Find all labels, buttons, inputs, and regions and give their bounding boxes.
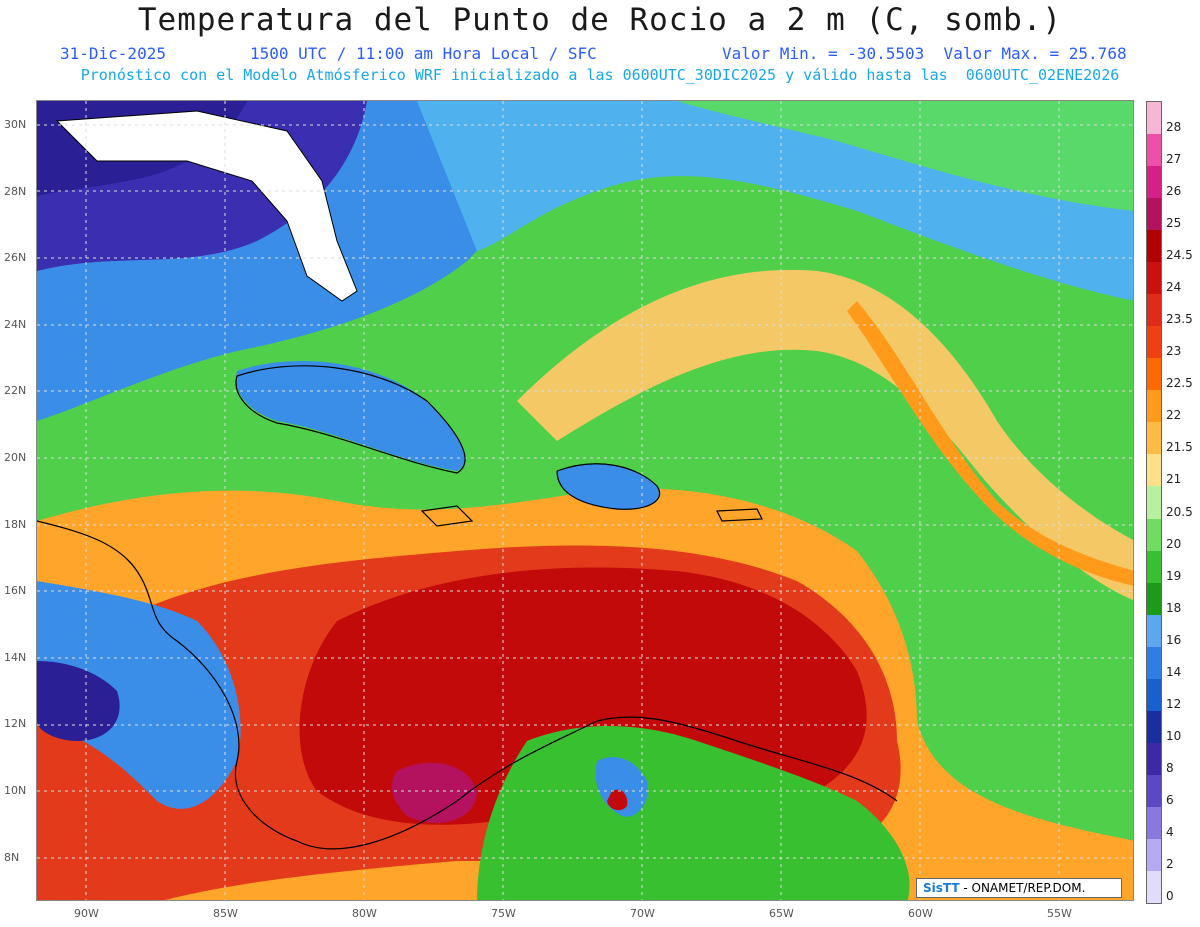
colorbar-label: 21	[1166, 472, 1182, 487]
colorbar-segment	[1147, 486, 1161, 519]
colorbar-label: 19	[1166, 568, 1182, 583]
colorbar-segment	[1147, 710, 1161, 744]
lat-label: 30N	[4, 118, 27, 131]
lat-label: 8N	[4, 850, 20, 864]
colorbar-segment	[1147, 454, 1161, 487]
lat-label: 26N	[4, 251, 27, 265]
lon-label: 65W	[769, 907, 794, 920]
lat-label: 14N	[4, 650, 27, 664]
colorbar-segment	[1147, 838, 1161, 872]
colorbar-label: 14	[1166, 664, 1182, 679]
colorbar-label: 12	[1166, 696, 1182, 711]
colorbar-segment	[1147, 134, 1161, 167]
min-max-values: Valor Min. = -30.5503 Valor Max. = 25.76…	[722, 44, 1127, 63]
colorbar-segment	[1147, 230, 1161, 263]
credit-box: SisTT - ONAMET/REP.DOM.	[916, 878, 1122, 898]
colorbar-segment	[1147, 326, 1161, 359]
colorbar-segment	[1147, 166, 1161, 199]
colorbar-label: 25	[1166, 216, 1182, 231]
model-info-line: Pronóstico con el Modelo Atmósferico WRF…	[80, 66, 1120, 84]
colorbar-label: 21.5	[1166, 440, 1193, 455]
lon-label: 55W	[1047, 907, 1072, 920]
colorbar-segment	[1147, 390, 1161, 423]
lon-label: 70W	[630, 907, 655, 920]
colorbar-label: 18	[1166, 600, 1182, 615]
colorbar-segment	[1147, 774, 1161, 808]
colorbar-label: 20	[1166, 536, 1182, 551]
colorbar-label: 8	[1166, 760, 1174, 775]
colorbar-label: 22.5	[1166, 376, 1193, 391]
sistt-logo: SisTT	[923, 881, 960, 895]
lon-label: 80W	[352, 907, 377, 920]
colorbar-segment	[1147, 294, 1161, 327]
colorbar-label: 16	[1166, 632, 1182, 647]
colorbar-segment	[1147, 870, 1161, 904]
colorbar-segment	[1147, 614, 1161, 648]
colorbar-label: 24.5	[1166, 248, 1193, 263]
colorbar	[1146, 101, 1162, 904]
lat-label: 18N	[4, 517, 27, 531]
colorbar-label: 23.5	[1166, 312, 1193, 327]
colorbar-segment	[1147, 358, 1161, 391]
colorbar-label: 23	[1166, 344, 1182, 359]
colorbar-segment	[1147, 806, 1161, 840]
colorbar-label: 6	[1166, 792, 1174, 807]
lat-label: 24N	[4, 317, 27, 331]
colorbar-label: 0	[1166, 889, 1174, 903]
forecast-time: 1500 UTC / 11:00 am Hora Local / SFC	[250, 44, 597, 63]
lat-label: 10N	[4, 784, 27, 797]
colorbar-segment	[1147, 198, 1161, 231]
colorbar-label: 24	[1166, 280, 1182, 295]
colorbar-label: 4	[1166, 824, 1174, 839]
lon-label: 75W	[491, 907, 516, 920]
colorbar-label: 26	[1166, 184, 1182, 199]
colorbar-segment	[1147, 422, 1161, 455]
colorbar-segment	[1147, 102, 1161, 135]
lat-label: 12N	[4, 717, 27, 731]
lat-label: 22N	[4, 384, 27, 398]
colorbar-segment	[1147, 582, 1161, 616]
colorbar-label: 28	[1166, 120, 1182, 135]
colorbar-label: 27	[1166, 152, 1182, 167]
lon-label: 90W	[74, 907, 99, 920]
colorbar-label: 2	[1166, 856, 1174, 871]
colorbar-segment	[1147, 518, 1161, 552]
colorbar-label: 20.5	[1166, 504, 1193, 519]
lat-label: 16N	[4, 584, 27, 598]
dewpoint-field	[37, 101, 1133, 900]
lon-label: 60W	[908, 907, 933, 920]
credit-org: - ONAMET/REP.DOM.	[959, 881, 1086, 895]
lon-label: 85W	[213, 907, 238, 920]
colorbar-segment	[1147, 550, 1161, 584]
colorbar-segment	[1147, 678, 1161, 712]
colorbar-label: 10	[1166, 728, 1182, 743]
colorbar-segment	[1147, 646, 1161, 680]
lat-label: 20N	[4, 451, 27, 464]
forecast-date: 31-Dic-2025	[60, 44, 166, 63]
lat-label: 28N	[4, 184, 27, 198]
dewpoint-map	[36, 100, 1134, 901]
colorbar-segment	[1147, 262, 1161, 295]
colorbar-segment	[1147, 742, 1161, 776]
colorbar-label: 22	[1166, 408, 1182, 423]
map-title: Temperatura del Punto de Rocio a 2 m (C,…	[137, 2, 1063, 38]
